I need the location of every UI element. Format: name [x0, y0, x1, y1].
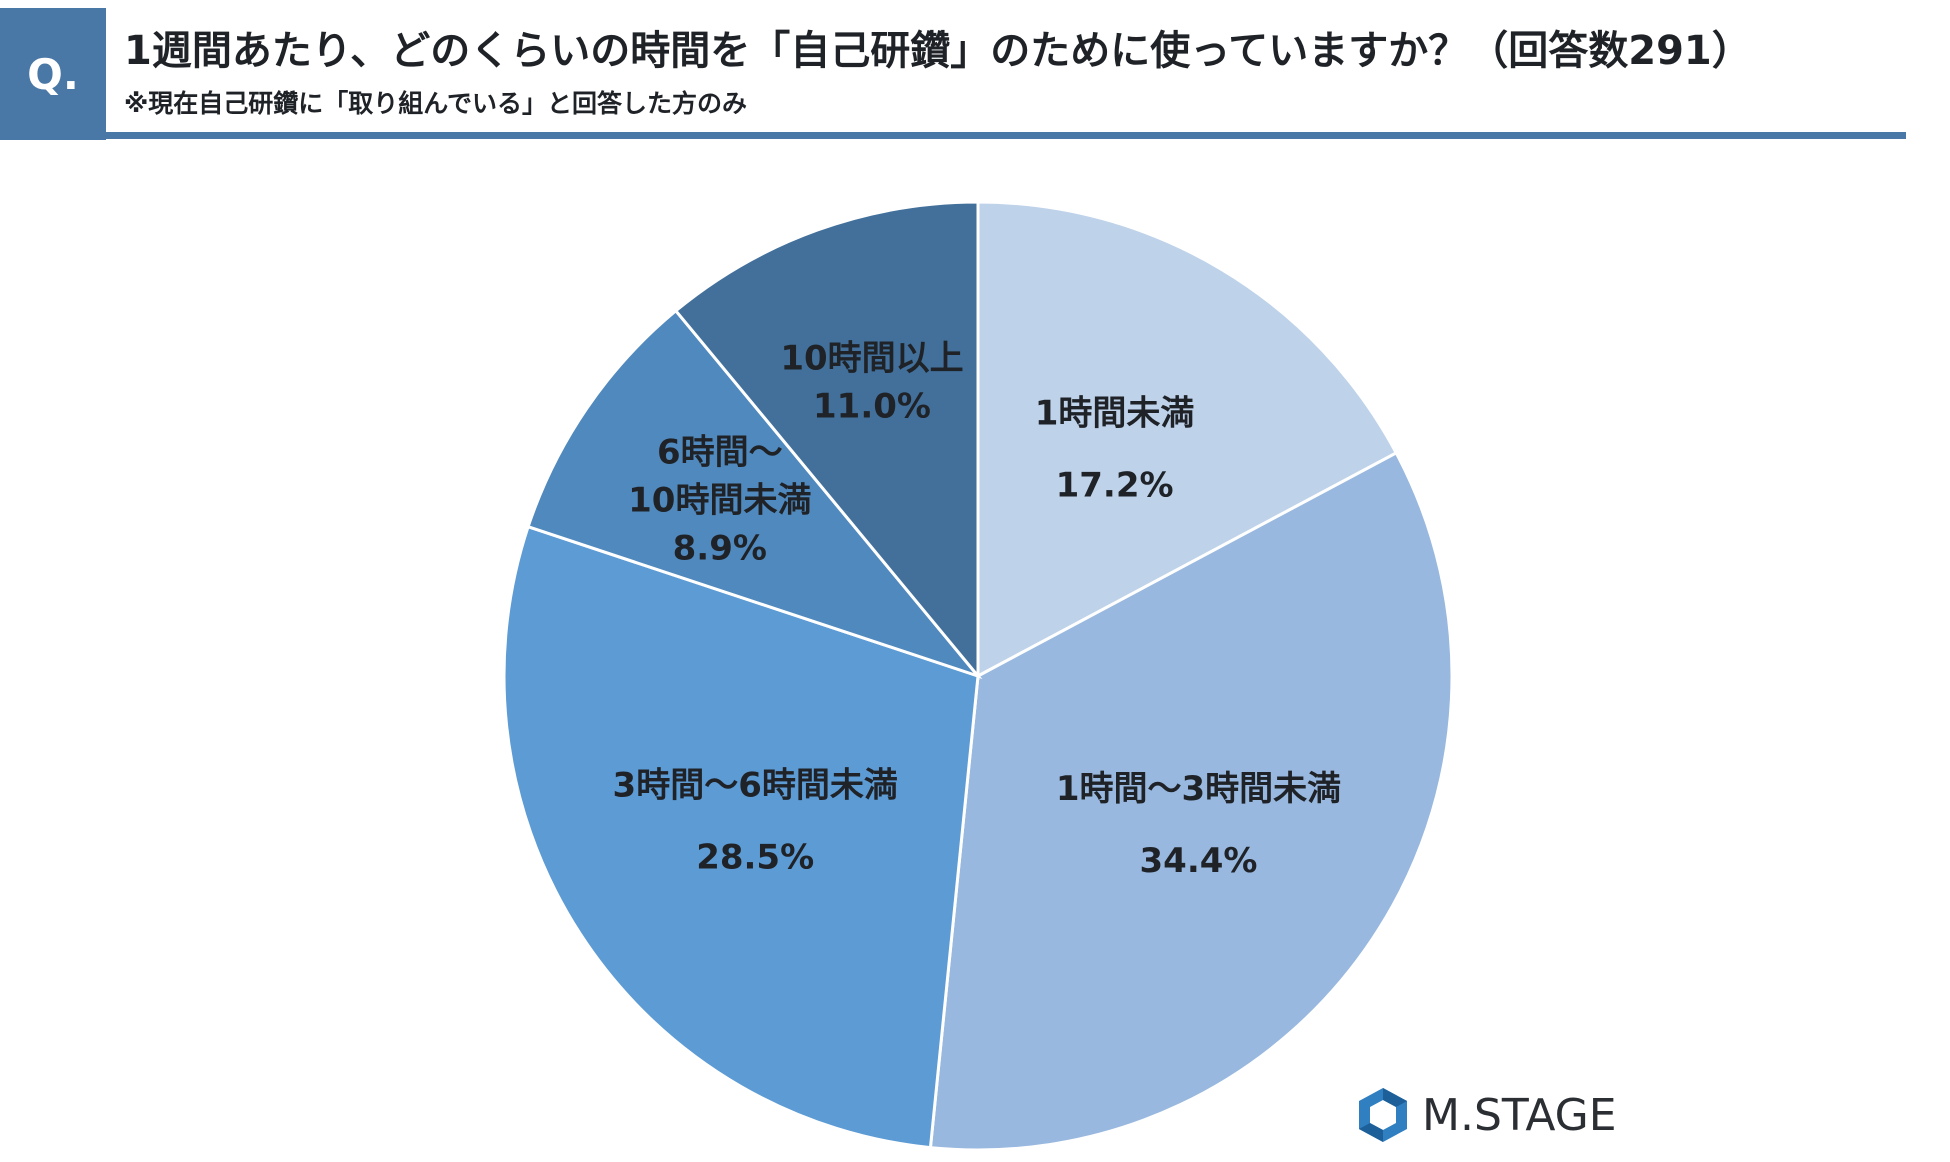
question-badge: Q.	[0, 8, 106, 140]
brand-logo: M.STAGE	[1356, 1086, 1617, 1144]
pie-labels: 1時間未満 17.2% 1時間〜3時間未満 34.4% 3時間〜6時間未満 28.5% 6時…	[613, 339, 1342, 881]
pie-slice-4	[526, 308, 983, 680]
pie-slice-5	[673, 200, 980, 681]
slice-category-label-4: 10時間未満	[628, 480, 811, 520]
slice-value-label-4: 8.9%	[673, 528, 767, 568]
slice-value-label-5: 11.0%	[813, 387, 931, 427]
slice-category-label-1: 1時間未満	[1035, 393, 1195, 433]
slice-category-label-3: 3時間〜6時間未満	[613, 765, 898, 805]
slice-category-label-5: 10時間以上	[780, 339, 963, 379]
slice-value-label-3: 28.5%	[696, 837, 814, 877]
logo-text: M.STAGE	[1422, 1089, 1617, 1141]
slice-category-label-4: 6時間〜	[657, 432, 783, 472]
header-divider	[106, 132, 1906, 139]
pie-slice-2	[928, 450, 1454, 1152]
hexagon-logo-icon	[1359, 1088, 1407, 1142]
pie-slices	[502, 200, 1454, 1152]
chart-subtitle: ※現在自己研鑽に「取り組んでいる」と回答した方のみ	[124, 89, 748, 118]
slice-category-label-2: 1時間〜3時間未満	[1056, 769, 1341, 809]
pie-slice-3	[502, 524, 980, 1150]
pie-slice-1	[976, 200, 1399, 679]
slice-value-label-1: 17.2%	[1056, 465, 1174, 505]
slice-value-label-2: 34.4%	[1140, 841, 1258, 881]
chart-title: 1週間あたり、どのくらいの時間を「自己研鑽」のために使っていますか？（回答数29…	[124, 28, 1752, 74]
